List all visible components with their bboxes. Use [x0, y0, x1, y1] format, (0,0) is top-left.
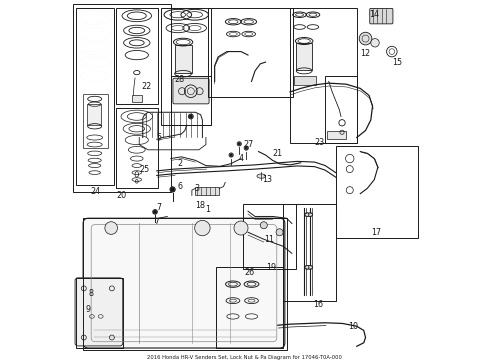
Bar: [293, 76, 316, 85]
Text: 8: 8: [88, 289, 93, 298]
Circle shape: [153, 210, 157, 213]
Bar: [161, 8, 210, 125]
Circle shape: [244, 147, 247, 149]
Bar: [76, 8, 113, 185]
Bar: [116, 8, 158, 104]
Text: 3: 3: [194, 184, 199, 193]
Bar: [72, 4, 170, 192]
Bar: [76, 278, 123, 348]
Ellipse shape: [244, 146, 248, 150]
Ellipse shape: [237, 142, 241, 146]
Text: 16: 16: [312, 300, 323, 309]
Text: 13: 13: [262, 175, 272, 184]
Text: 28: 28: [174, 75, 184, 84]
Text: 5: 5: [156, 133, 161, 142]
Ellipse shape: [188, 114, 193, 119]
Bar: [175, 45, 192, 73]
Circle shape: [233, 221, 247, 235]
Text: 18: 18: [195, 202, 205, 211]
Circle shape: [237, 143, 240, 145]
Text: 2016 Honda HR-V Senders Set, Lock Nut & Pa Diagram for 17046-T0A-000: 2016 Honda HR-V Senders Set, Lock Nut & …: [147, 355, 341, 360]
Text: 4: 4: [238, 154, 243, 163]
Circle shape: [370, 39, 379, 47]
FancyBboxPatch shape: [83, 218, 285, 348]
Ellipse shape: [170, 187, 175, 192]
Ellipse shape: [304, 266, 312, 269]
Bar: [326, 131, 346, 139]
Text: 24: 24: [90, 188, 100, 197]
Text: 21: 21: [272, 149, 283, 158]
Bar: [335, 146, 417, 238]
Bar: [289, 8, 356, 143]
Circle shape: [229, 154, 232, 157]
Text: 15: 15: [391, 58, 401, 67]
Circle shape: [104, 222, 117, 234]
Ellipse shape: [304, 213, 312, 216]
Text: 2: 2: [177, 159, 182, 168]
Bar: [83, 218, 286, 350]
Bar: [83, 94, 107, 148]
Text: 17: 17: [370, 228, 380, 237]
Bar: [296, 44, 311, 70]
Bar: [283, 204, 336, 301]
Text: 26: 26: [244, 268, 254, 277]
Circle shape: [170, 187, 174, 192]
Bar: [325, 76, 356, 143]
FancyBboxPatch shape: [75, 278, 122, 346]
Bar: [216, 267, 283, 348]
Circle shape: [189, 115, 192, 118]
Bar: [170, 76, 210, 125]
Text: 22: 22: [141, 82, 151, 91]
Text: 14: 14: [368, 10, 379, 19]
Text: 9: 9: [85, 305, 91, 314]
Bar: [242, 204, 296, 269]
Ellipse shape: [256, 174, 265, 178]
Bar: [116, 108, 158, 188]
Text: 1: 1: [205, 205, 210, 214]
Bar: [131, 95, 142, 102]
Text: 23: 23: [314, 138, 325, 147]
Ellipse shape: [228, 153, 233, 157]
Text: 12: 12: [360, 49, 370, 58]
FancyBboxPatch shape: [173, 78, 209, 104]
Text: 7: 7: [156, 203, 161, 212]
Circle shape: [194, 220, 210, 236]
Text: 25: 25: [139, 165, 149, 174]
Text: 20: 20: [117, 191, 126, 200]
Bar: [207, 8, 292, 97]
Circle shape: [276, 229, 283, 236]
Bar: [87, 104, 101, 125]
Ellipse shape: [152, 210, 157, 214]
Text: 10: 10: [347, 323, 358, 332]
FancyBboxPatch shape: [369, 8, 392, 24]
Bar: [195, 186, 219, 195]
Text: 11: 11: [264, 235, 273, 244]
Circle shape: [359, 32, 371, 45]
Text: 27: 27: [243, 140, 253, 149]
Text: 19: 19: [265, 263, 275, 272]
Circle shape: [260, 222, 267, 229]
Text: 6: 6: [177, 182, 182, 191]
